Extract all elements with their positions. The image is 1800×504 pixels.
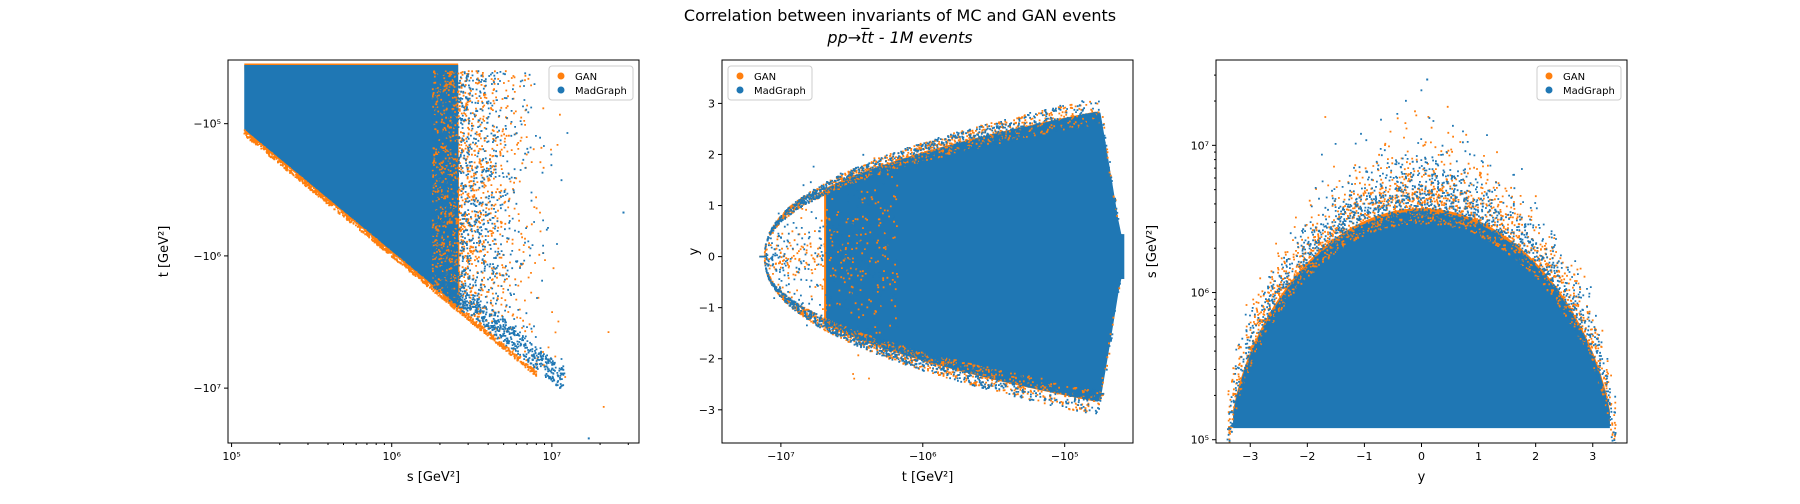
legend: GAN MadGraph	[548, 65, 634, 101]
y-tick-label: 0	[708, 251, 715, 264]
axes-3: −3 −2 −1 0 1 2 3 10⁵ 10⁶ 10⁷ y s [GeV²] GAN MadGraph	[1145, 59, 1628, 485]
legend-marker-madgraph	[557, 86, 565, 94]
x-axis-label: y	[1418, 470, 1426, 485]
plot-area-2	[759, 100, 1125, 415]
y-tick-label: 1	[708, 200, 715, 213]
y-tick-label: −10⁶	[193, 250, 221, 263]
plot-area-3	[1226, 78, 1617, 443]
outlier-point	[622, 211, 625, 214]
legend-marker-gan	[1545, 72, 1553, 80]
figure-title: Correlation between invariants of MC and…	[683, 6, 1117, 25]
legend-box	[1536, 65, 1622, 101]
axes-frame	[721, 59, 1134, 444]
legend-label-madgraph: MadGraph	[1563, 86, 1615, 97]
madgraph-body	[244, 64, 459, 306]
x-tick-label: −10⁷	[767, 450, 795, 463]
y-axis-label: s [GeV²]	[1145, 225, 1160, 278]
axes-frame	[227, 59, 640, 444]
madgraph-body	[826, 111, 1125, 402]
axes-2: −10⁷ −10⁶ −10⁵ −3 −2 −1 0 1 2 3 t [GeV²] y GAN MadGra…	[687, 59, 1134, 485]
madgraph-points	[1226, 89, 1617, 443]
x-axis-label: s [GeV²]	[407, 470, 460, 485]
axes-1: 10⁵ 10⁶ 10⁷ −10⁵ −10⁶ −10⁷ s [GeV²] t [GeV²] GAN…	[157, 59, 640, 485]
x-tick-label: 1	[1475, 450, 1482, 463]
legend-box	[727, 65, 813, 101]
x-tick-label: 10⁶	[383, 450, 402, 463]
figure-subtitle: pp→t̅t - 1M events	[827, 28, 973, 47]
plot-area-1	[243, 63, 625, 440]
legend-label-gan: GAN	[1563, 72, 1585, 83]
x-tick-label: 10⁷	[543, 450, 561, 463]
x-tick-label: 0	[1418, 450, 1425, 463]
legend-marker-madgraph	[1545, 86, 1553, 94]
y-tick-label: −10⁷	[193, 382, 221, 395]
legend-label-gan: GAN	[575, 72, 597, 83]
y-tick-label: −10⁵	[193, 118, 221, 131]
legend-marker-gan	[736, 72, 744, 80]
legend-label-madgraph: MadGraph	[754, 86, 806, 97]
x-tick-label: 2	[1532, 450, 1539, 463]
y-tick-label: 3	[708, 97, 715, 110]
y-tick-label: −1	[699, 302, 715, 315]
legend: GAN MadGraph	[727, 65, 813, 101]
gan-points	[759, 100, 1121, 413]
y-tick-label: 10⁶	[1191, 287, 1210, 300]
madgraph-points	[431, 70, 569, 389]
outlier-point	[587, 437, 590, 440]
x-axis-label: t [GeV²]	[902, 470, 954, 485]
y-axis-label: y	[687, 247, 702, 255]
x-tick-label: −2	[1299, 450, 1315, 463]
x-tick-label: 3	[1589, 450, 1596, 463]
legend-marker-gan	[557, 72, 565, 80]
outlier-point	[1426, 78, 1429, 81]
y-tick-label: −3	[699, 404, 715, 417]
y-tick-label: 10⁵	[1191, 434, 1209, 447]
x-tick-label: 10⁵	[222, 450, 240, 463]
legend-label-gan: GAN	[754, 72, 776, 83]
madgraph-body	[1233, 211, 1610, 429]
legend-marker-madgraph	[736, 86, 744, 94]
y-tick-label: 10⁷	[1191, 139, 1209, 152]
y-axis-label: t [GeV²]	[157, 226, 172, 278]
y-tick-label: −2	[699, 353, 715, 366]
x-tick-label: −10⁶	[909, 450, 937, 463]
x-tick-label: −1	[1356, 450, 1372, 463]
y-tick-label: 2	[708, 148, 715, 161]
legend-box	[548, 65, 634, 101]
legend: GAN MadGraph	[1536, 65, 1622, 101]
x-tick-label: −10⁵	[1051, 450, 1079, 463]
x-tick-label: −3	[1242, 450, 1258, 463]
legend-label-madgraph: MadGraph	[575, 86, 627, 97]
